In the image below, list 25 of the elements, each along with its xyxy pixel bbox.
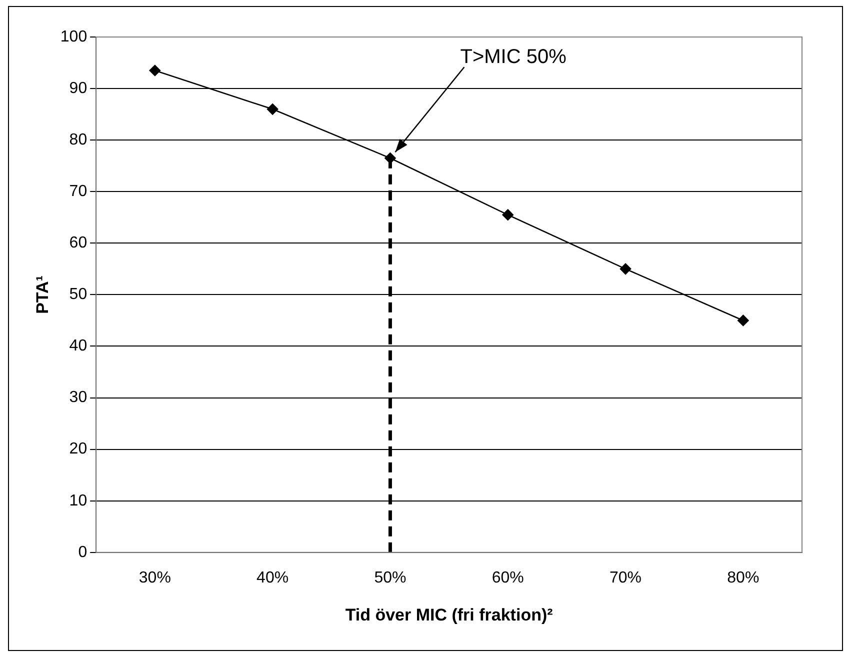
- y-axis-title: PTA¹: [32, 275, 52, 314]
- x-tick-label: 50%: [374, 569, 406, 586]
- point: [620, 263, 632, 275]
- y-tick-label: 20: [69, 440, 88, 458]
- y-tick-label: 50: [69, 286, 88, 304]
- x-tick-label: 60%: [492, 569, 524, 586]
- annotation: T>MIC 50%: [460, 46, 567, 68]
- y-tick-label: 60: [69, 234, 88, 252]
- x-tick-label: 80%: [727, 569, 760, 586]
- x-tick-label: 30%: [138, 569, 171, 586]
- y-tick-label: 30: [69, 389, 88, 406]
- y-tick-label: 80: [69, 131, 88, 148]
- point: [738, 314, 749, 326]
- y-tick-label: 70: [69, 183, 88, 200]
- y-tick-label: 10: [69, 492, 88, 510]
- x-axis-title: Tid över MIC (fri fraktion)²: [345, 605, 554, 624]
- point: [266, 104, 278, 115]
- y-tick-label: 100: [60, 28, 88, 46]
- y-tick-label: 40: [69, 338, 88, 355]
- y-tick-label: 0: [78, 544, 88, 561]
- point: [502, 209, 514, 220]
- x-tick-label: 40%: [256, 569, 289, 586]
- point: [149, 64, 161, 76]
- x-tick-label: 70%: [610, 569, 642, 586]
- y-tick-label: 90: [69, 80, 88, 97]
